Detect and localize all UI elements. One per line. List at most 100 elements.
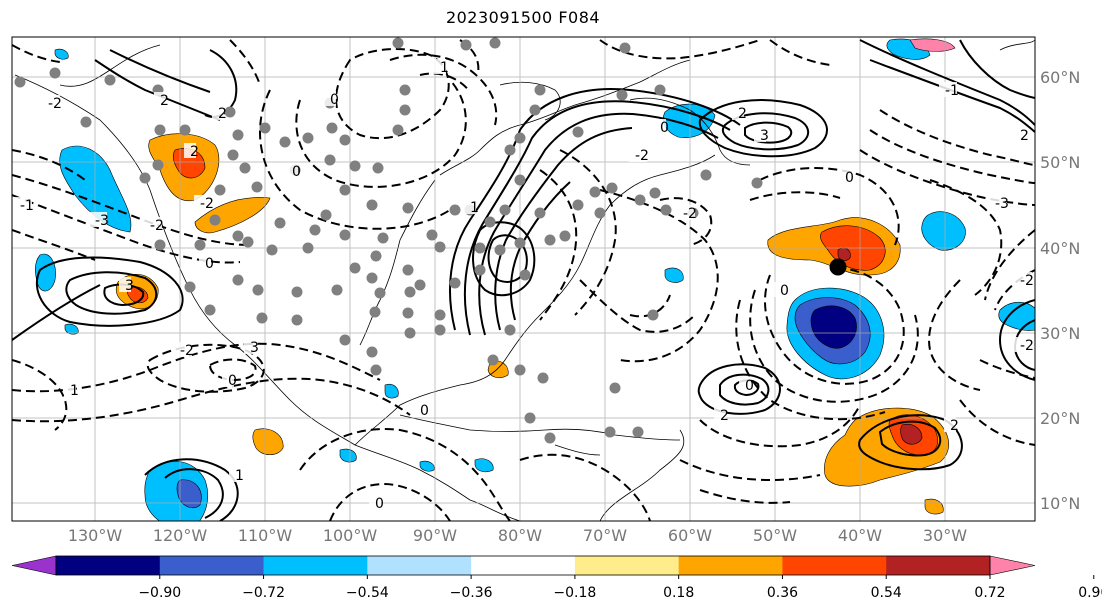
contour-label: 3 (125, 278, 134, 294)
contour-label: -3 (995, 196, 1009, 212)
lon-tick-label: 100°W (323, 526, 378, 545)
contour-label-bg (464, 199, 476, 214)
contour-labels: 2-210-1-202310-20-223-120-23-3021-2010-3… (14, 59, 1034, 512)
contour-label: -1 (20, 198, 34, 214)
contour-label-bg (222, 372, 234, 387)
contour-label-bg (212, 105, 224, 120)
colorbar-tick-label: −0.72 (242, 585, 285, 601)
contour-label-bg (229, 467, 241, 482)
contour-label-bg (64, 382, 76, 397)
contour-label: 1 (440, 60, 449, 76)
contour-label-bg (42, 95, 60, 110)
colorbar-segment (886, 556, 991, 575)
contour-label: 0 (375, 496, 384, 512)
storm-position-marker (829, 258, 847, 276)
contour-label-bg (324, 91, 336, 106)
contour-label-bg (154, 92, 166, 107)
lat-tick-label: 40°N (1040, 239, 1080, 258)
dashed-contours (12, 39, 1035, 521)
lon-tick-label: 70°W (583, 526, 627, 545)
plot-frame (11, 36, 1036, 522)
contour-label: 2 (1020, 128, 1029, 144)
colorbar-segment (367, 556, 472, 575)
contour-label: -2 (1020, 273, 1034, 289)
contour-label-bg (1014, 337, 1032, 352)
colorbar-segment (56, 556, 161, 575)
contour-label-bg (184, 143, 196, 158)
contour-label: 0 (660, 120, 669, 136)
contour-label-bg (839, 169, 851, 184)
contour-label: -2 (683, 206, 697, 222)
contour-label-bg (119, 277, 131, 292)
contour-label-bg (369, 495, 381, 510)
contour-label: 0 (205, 256, 214, 272)
contour-label-bg (286, 163, 298, 178)
lat-tick-label: 10°N (1040, 494, 1080, 513)
contour-label-bg (714, 407, 726, 422)
contour-label-bg (654, 119, 666, 134)
contour-label-bg (89, 212, 107, 227)
contour-label: -1 (945, 83, 959, 99)
lat-tick-label: 60°N (1040, 68, 1080, 87)
lon-tick-label: 60°W (668, 526, 712, 545)
colorbar-tick-label: 0.72 (974, 585, 1005, 601)
contour-label: -2 (200, 196, 214, 212)
contour-label: 2 (160, 93, 169, 109)
lon-tick-label: 120°W (153, 526, 208, 545)
contour-label: -2 (48, 96, 62, 112)
contour-label: 1 (70, 383, 79, 399)
contour-label-bg (989, 195, 1007, 210)
contour-label-bg (244, 339, 256, 354)
contour-label: 2 (218, 106, 227, 122)
lon-tick-label: 40°W (838, 526, 882, 545)
contour-label: 0 (292, 164, 301, 180)
colorbar-tick-label: 0.18 (663, 585, 694, 601)
contour-label-bg (1014, 127, 1026, 142)
contour-label: -2 (180, 343, 194, 359)
contour-label: -3 (95, 213, 109, 229)
contour-label: 0 (745, 378, 754, 394)
contour-label-bg (199, 255, 211, 270)
contour-label: 0 (780, 283, 789, 299)
colorbar-segment (263, 556, 368, 575)
lon-tick-label: 30°W (923, 526, 967, 545)
contour-label: 0 (330, 92, 339, 108)
lon-tick-label: 130°W (68, 526, 123, 545)
contour-label-bg (629, 147, 647, 162)
colorbar-tick-label: 0.54 (871, 585, 902, 601)
contour-label: -2 (635, 148, 649, 164)
lat-tick-label: 20°N (1040, 409, 1080, 428)
contour-label-bg (194, 195, 212, 210)
colorbar: −0.90 −0.72 −0.54 −0.36 −0.18 0.18 0.36 0.54 0.7… (11, 555, 1102, 601)
colorbar-arrow-left (11, 555, 57, 576)
solid-contours (12, 39, 1035, 521)
lat-tick-label: 30°N (1040, 324, 1080, 343)
colorbar-segment (574, 556, 680, 575)
lat-tick-label: 50°N (1040, 153, 1080, 172)
contour-label: 1 (470, 200, 479, 216)
lon-tick-label: 50°W (753, 526, 797, 545)
contour-label: 2 (190, 144, 199, 160)
lon-axis: 130°W 120°W 110°W 100°W 90°W 80°W 70°W 60°W 50°W… (68, 526, 967, 545)
contour-label-bg (939, 82, 957, 97)
lat-axis: 60°N 50°N 40°N 30°N 20°N 10°N (1040, 68, 1080, 513)
contour-label: 2 (720, 408, 729, 424)
contour-label: 1 (235, 468, 244, 484)
contour-label: 0 (228, 373, 237, 389)
contour-label-bg (414, 402, 426, 417)
colorbar-tick-label: −0.54 (346, 585, 389, 601)
colorbar-tick-label: −0.90 (138, 585, 181, 601)
contour-label-bg (739, 377, 751, 392)
contour-label-bg (944, 417, 956, 432)
contour-label-bg (677, 205, 695, 220)
contour-label: 2 (950, 418, 959, 434)
colorbar-tick-label: 0.36 (767, 585, 798, 601)
colorbar-tick-label: −0.18 (553, 585, 596, 601)
contour-label-bg (144, 217, 162, 232)
lon-tick-label: 80°W (498, 526, 542, 545)
contour-label: 2 (738, 106, 747, 122)
contour-label: -2 (1020, 338, 1034, 354)
colorbar-segment (678, 556, 783, 575)
contour-label-bg (774, 282, 786, 297)
